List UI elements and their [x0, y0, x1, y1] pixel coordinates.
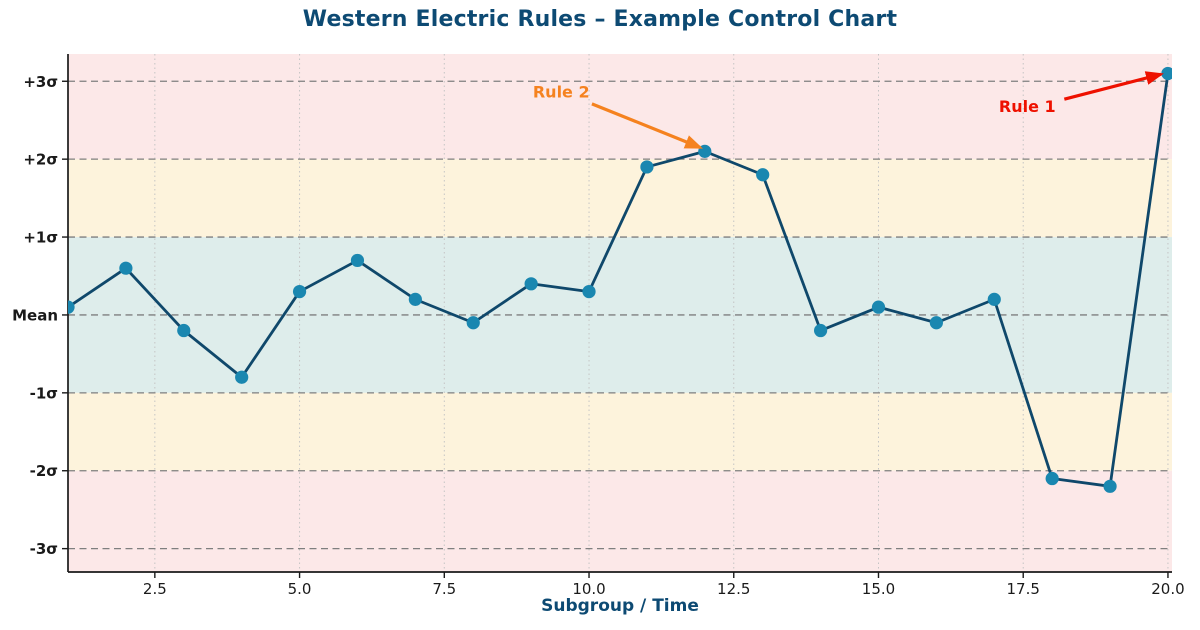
y-tick-label: +1σ [23, 229, 58, 247]
data-point-19 [1103, 479, 1117, 493]
series-group [68, 66, 1172, 493]
data-point-6 [350, 253, 365, 268]
series-line [68, 72, 1170, 488]
data-point-1 [68, 300, 75, 314]
y-tick-label: -1σ [30, 384, 58, 402]
data-point-16 [929, 316, 943, 330]
data-point-20 [1161, 66, 1172, 81]
annotation-arrow [1063, 71, 1164, 101]
y-tick-label: +2σ [23, 151, 58, 169]
x-tick-label: 10.0 [572, 580, 605, 598]
data-point-10 [582, 284, 596, 299]
zone-band-critical-lower [68, 470, 1172, 572]
data-point-15 [871, 300, 886, 314]
annotation-arrow [591, 102, 703, 149]
x-axis-label: Subgroup / Time [541, 596, 699, 616]
y-tick-label: -2σ [30, 462, 58, 480]
annotation-label: Rule 2 [533, 82, 590, 101]
data-point-4 [235, 370, 249, 384]
data-point-18 [1045, 471, 1059, 486]
x-tick-label: 7.5 [432, 580, 456, 598]
data-point-13 [756, 168, 770, 182]
data-point-9 [524, 277, 538, 291]
y-tick-label: +3σ [23, 73, 58, 91]
y-tick-label: -3σ [30, 540, 58, 558]
chart-title: Western Electric Rules – Example Control… [302, 7, 898, 32]
x-tick-label: 17.5 [1007, 580, 1040, 598]
zone-band-critical-upper [68, 54, 1172, 160]
x-tick-label: 2.5 [143, 580, 167, 598]
zone-band-warning-lower [68, 392, 1172, 471]
data-point-7 [408, 292, 422, 306]
data-point-5 [292, 284, 307, 299]
x-tick-label: 15.0 [862, 580, 895, 598]
x-tick-label: 5.0 [288, 580, 312, 598]
data-point-2 [119, 261, 133, 275]
x-tick-label: 12.5 [717, 580, 750, 598]
x-tick-label: 20.0 [1151, 580, 1184, 598]
data-point-14 [813, 323, 828, 338]
data-point-8 [466, 316, 480, 330]
annotation-label: Rule 1 [999, 97, 1056, 116]
data-point-11 [640, 160, 654, 174]
data-point-3 [177, 323, 191, 338]
data-point-17 [987, 292, 1001, 306]
y-tick-label: Mean [12, 306, 58, 324]
